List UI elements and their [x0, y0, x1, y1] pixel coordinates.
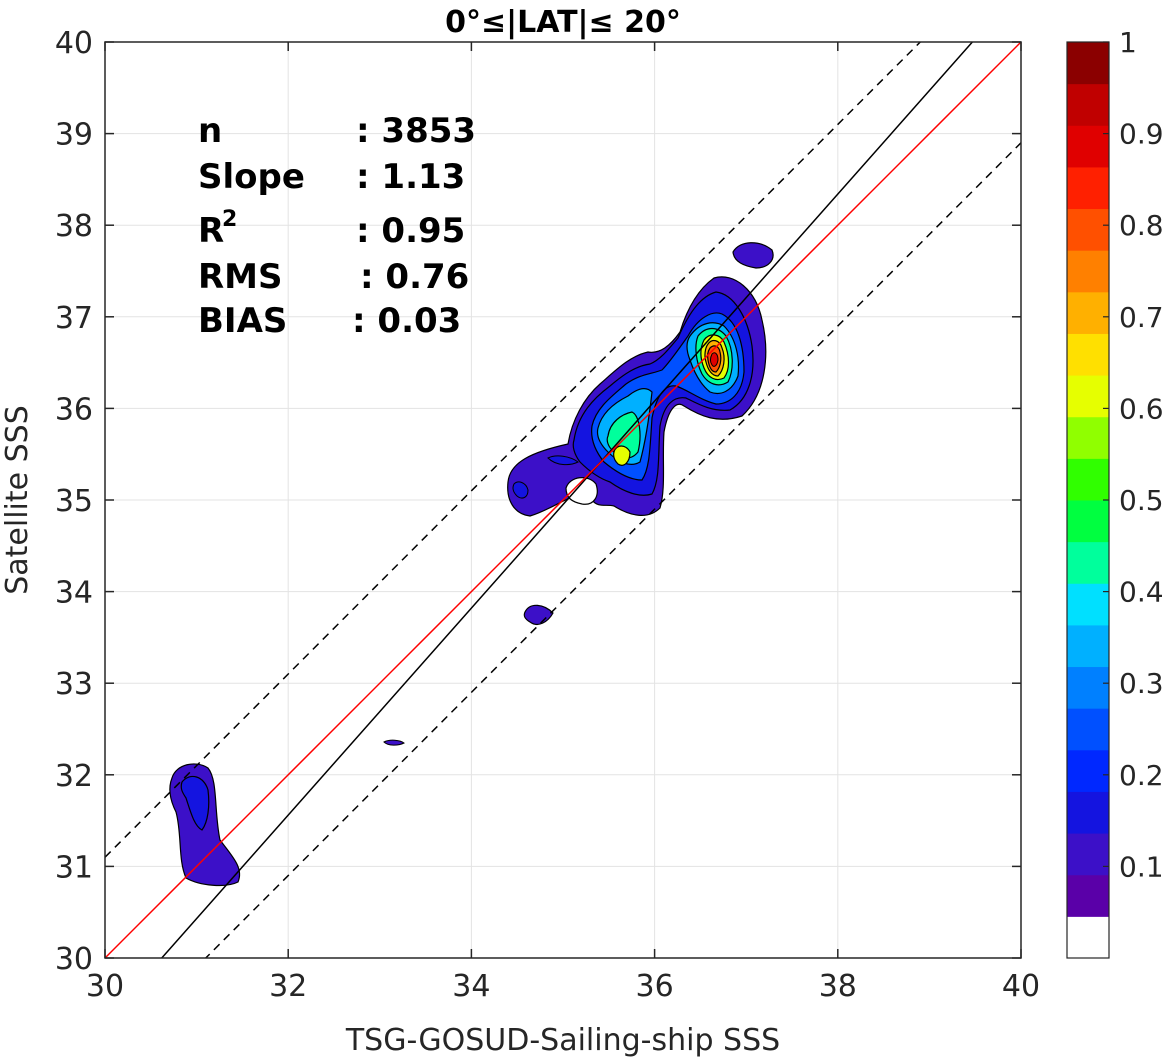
grid-lines: [104, 41, 1022, 959]
y-tick-label: 34: [55, 576, 93, 611]
stat-name-rms: RMS: [198, 257, 283, 297]
regression-line: [160, 42, 974, 958]
stat-value-rms: : 0.76: [360, 257, 469, 297]
x-tick-label: 32: [269, 969, 307, 1004]
x-axis: 30 32 34 36 38 40: [86, 42, 1040, 1004]
colorbar-segment: [1067, 833, 1109, 876]
stat-value-r: : 0.95: [356, 211, 465, 251]
stat-name-bias: BIAS: [198, 301, 287, 341]
y-tick-label: 37: [55, 301, 93, 336]
colorbar-segment: [1067, 583, 1109, 626]
colorbar-segment: [1067, 916, 1109, 959]
stat-name-r: R: [198, 211, 224, 251]
colorbar-segment: [1067, 458, 1109, 501]
colorbar-segment: [1067, 375, 1109, 418]
colorbar-segment: [1067, 624, 1109, 668]
colorbar-tick-label: 0.4: [1119, 576, 1164, 609]
y-tick-label: 39: [55, 118, 93, 153]
x-tick-label: 34: [452, 969, 490, 1004]
colorbar-segment: [1067, 166, 1109, 210]
stat-name-slope: Slope: [198, 157, 305, 197]
stat-value-slope: : 1.13: [356, 157, 465, 197]
chart-title: 0°≤|LAT|≤ 20°: [445, 5, 681, 40]
colorbar-segment: [1067, 708, 1109, 751]
colorbar-segment: [1067, 83, 1109, 126]
colorbar-segment: [1067, 791, 1109, 834]
stat-value-n: : 3853: [356, 111, 476, 151]
colorbar-segment: [1067, 250, 1109, 293]
contour-small-3: [732, 242, 774, 269]
colorbar-tick-label: 0.8: [1119, 209, 1164, 242]
colorbar-segment: [1067, 291, 1109, 334]
colorbar-segment: [1067, 333, 1109, 376]
contour-level-2: [180, 775, 210, 831]
contour-inner-1: [512, 481, 529, 499]
colorbar-tick-label: 0.6: [1119, 392, 1164, 425]
colorbar-tick-label: 0.1: [1119, 850, 1164, 883]
x-tick-label: 30: [86, 969, 124, 1004]
colorbar-tick-label: 0.7: [1119, 301, 1164, 334]
density-contours: [169, 242, 774, 887]
colorbar-tick-label: 0.2: [1119, 759, 1164, 792]
x-tick-label: 40: [1002, 969, 1040, 1004]
colorbar-segment: [1067, 666, 1109, 709]
colorbar-tick-label: 0.3: [1119, 667, 1164, 700]
x-tick-label: 38: [819, 969, 857, 1004]
y-tick-label: 30: [55, 942, 93, 977]
reference-lines: [105, 42, 1021, 958]
colorbar-tick-label: 1: [1119, 26, 1137, 59]
x-axis-title: TSG-GOSUD-Sailing-ship SSS: [345, 1023, 780, 1058]
colorbar: 0.1 0.2 0.3 0.4 0.5 0.6 0.7 0.8 0.9 1: [1066, 26, 1164, 959]
colorbar-tick-label: 0.9: [1119, 118, 1164, 151]
y-tick-label: 31: [55, 850, 93, 885]
y-tick-label: 35: [55, 484, 93, 519]
lower-bound-line: [204, 142, 1021, 958]
contour-hole: [565, 477, 598, 505]
x-tick-label: 36: [636, 969, 674, 1004]
y-axis: 30 31 32 33 34 35 36 37 38 39 40: [55, 26, 1021, 977]
stat-value-bias: : 0.03: [352, 301, 461, 341]
colorbar-tick-label: 0.5: [1119, 484, 1164, 517]
colorbar-segment: [1067, 42, 1109, 85]
colorbar-segment: [1067, 749, 1109, 792]
colorbar-segment: [1067, 125, 1109, 168]
contour-small-2: [383, 739, 405, 746]
y-tick-label: 38: [55, 209, 93, 244]
y-tick-label: 40: [55, 26, 93, 61]
y-tick-label: 33: [55, 667, 93, 702]
stat-name-n: n: [198, 111, 222, 151]
stat-superscript: 2: [222, 207, 237, 232]
y-axis-title: Satellite SSS: [0, 405, 35, 595]
colorbar-segment: [1067, 874, 1109, 917]
y-tick-label: 32: [55, 759, 93, 794]
colorbar-segment: [1067, 416, 1109, 459]
contour-small-1: [523, 604, 554, 625]
upper-bound-line: [105, 42, 922, 858]
y-tick-label: 36: [55, 392, 93, 427]
colorbar-segment: [1067, 208, 1109, 251]
contour-main-level-9: [710, 352, 719, 367]
stats-annotation: n : 3853 Slope : 1.13 R2 : 0.95 RMS : 0.76 BIAS:…: [198, 111, 476, 341]
one-to-one-line: [105, 42, 1021, 958]
colorbar-segment: [1067, 500, 1109, 543]
colorbar-segment: [1067, 541, 1109, 584]
contour-inner-2: [547, 455, 579, 466]
